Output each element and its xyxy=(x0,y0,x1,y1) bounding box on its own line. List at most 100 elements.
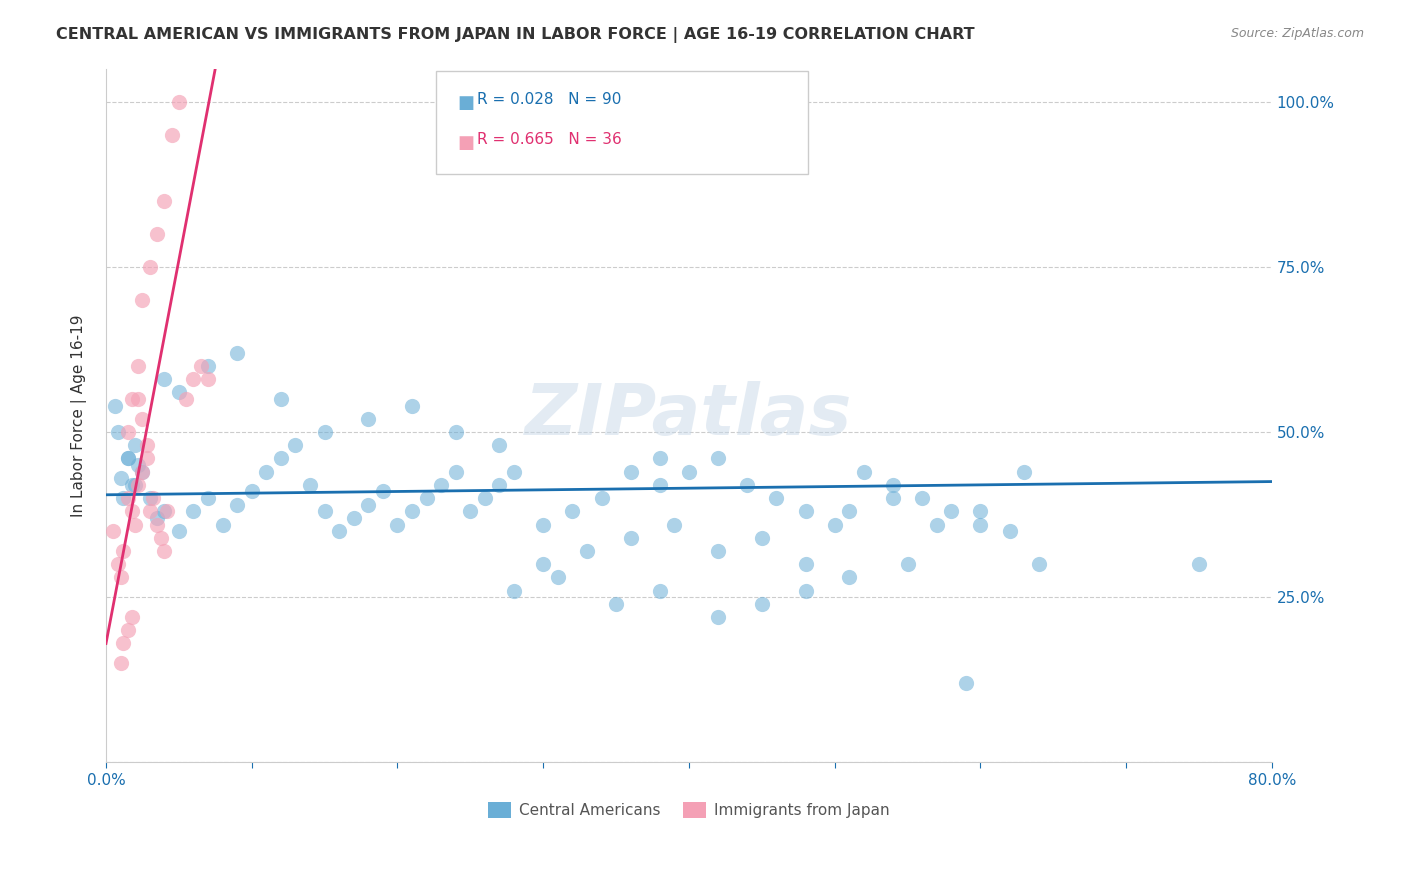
Point xyxy=(153,504,176,518)
Point xyxy=(415,491,437,505)
Point xyxy=(591,491,613,505)
Point xyxy=(226,345,249,359)
Point xyxy=(503,583,526,598)
Point xyxy=(146,517,169,532)
Point xyxy=(135,451,157,466)
Point xyxy=(121,392,143,406)
Point xyxy=(794,504,817,518)
Point xyxy=(547,570,569,584)
Text: Source: ZipAtlas.com: Source: ZipAtlas.com xyxy=(1230,27,1364,40)
Point xyxy=(401,504,423,518)
Point xyxy=(941,504,963,518)
Point xyxy=(561,504,583,518)
Point xyxy=(751,531,773,545)
Point xyxy=(387,517,409,532)
Point xyxy=(153,372,176,386)
Text: CENTRAL AMERICAN VS IMMIGRANTS FROM JAPAN IN LABOR FORCE | AGE 16-19 CORRELATION: CENTRAL AMERICAN VS IMMIGRANTS FROM JAPA… xyxy=(56,27,974,43)
Point xyxy=(328,524,350,538)
Point xyxy=(299,478,322,492)
Point xyxy=(707,451,730,466)
Point xyxy=(167,95,190,109)
Point xyxy=(197,491,219,505)
Point xyxy=(131,465,153,479)
Point xyxy=(751,597,773,611)
Point xyxy=(357,498,380,512)
Point xyxy=(882,491,904,505)
Point xyxy=(460,504,482,518)
Point xyxy=(174,392,197,406)
Point xyxy=(707,610,730,624)
Point xyxy=(190,359,212,373)
Text: ZIPatlas: ZIPatlas xyxy=(526,381,852,450)
Point xyxy=(183,504,205,518)
Point xyxy=(270,392,292,406)
Point xyxy=(430,478,453,492)
Point xyxy=(167,385,190,400)
Point xyxy=(103,524,125,538)
Point xyxy=(254,465,277,479)
Point xyxy=(648,478,671,492)
Point xyxy=(357,411,380,425)
Point xyxy=(882,478,904,492)
Point xyxy=(127,359,149,373)
Point xyxy=(110,471,132,485)
Point xyxy=(531,557,554,571)
Point xyxy=(117,451,139,466)
Point xyxy=(474,491,496,505)
Point xyxy=(1028,557,1050,571)
Point xyxy=(127,392,149,406)
Point xyxy=(150,531,173,545)
Point xyxy=(124,517,146,532)
Text: ■: ■ xyxy=(457,134,474,152)
Point xyxy=(124,438,146,452)
Point xyxy=(124,478,146,492)
Point xyxy=(153,544,176,558)
Point xyxy=(131,293,153,307)
Point xyxy=(110,570,132,584)
Point xyxy=(620,531,643,545)
Point xyxy=(110,657,132,671)
Point xyxy=(852,465,875,479)
Point xyxy=(620,465,643,479)
Point xyxy=(1188,557,1211,571)
Point xyxy=(648,451,671,466)
Point xyxy=(117,491,139,505)
Point xyxy=(488,478,510,492)
Point xyxy=(343,511,366,525)
Point xyxy=(146,227,169,241)
Point xyxy=(284,438,307,452)
Point xyxy=(969,504,991,518)
Point xyxy=(138,491,160,505)
Point xyxy=(121,504,143,518)
Point xyxy=(401,399,423,413)
Text: ■: ■ xyxy=(457,94,474,112)
Point xyxy=(121,478,143,492)
Point xyxy=(117,624,139,638)
Point xyxy=(135,438,157,452)
Text: R = 0.028   N = 90: R = 0.028 N = 90 xyxy=(477,92,621,107)
Point xyxy=(955,676,977,690)
Point xyxy=(911,491,934,505)
Point xyxy=(824,517,846,532)
Point xyxy=(112,636,135,650)
Point xyxy=(503,465,526,479)
Point xyxy=(998,524,1021,538)
Point xyxy=(707,544,730,558)
Point xyxy=(183,372,205,386)
Point xyxy=(146,511,169,525)
Point xyxy=(226,498,249,512)
Point xyxy=(575,544,598,558)
Point xyxy=(167,524,190,538)
Text: R = 0.665   N = 36: R = 0.665 N = 36 xyxy=(477,132,621,147)
Point xyxy=(240,484,263,499)
Point xyxy=(107,425,129,439)
Point xyxy=(112,491,135,505)
Point xyxy=(142,491,165,505)
Point xyxy=(138,504,160,518)
Point xyxy=(153,194,176,208)
Point xyxy=(160,128,183,142)
Point xyxy=(131,411,153,425)
Point xyxy=(838,504,860,518)
Point xyxy=(104,399,127,413)
Point xyxy=(969,517,991,532)
